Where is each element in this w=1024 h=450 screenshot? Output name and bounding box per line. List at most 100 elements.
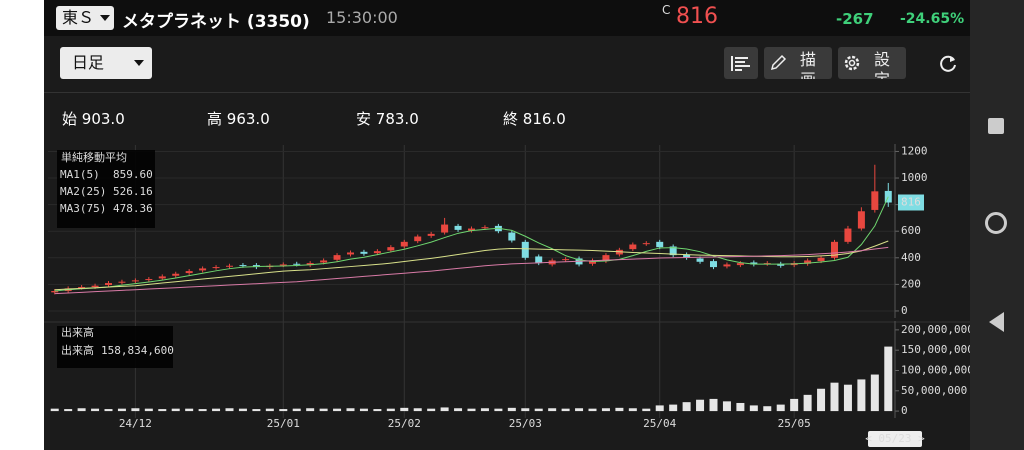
candle-body xyxy=(777,263,785,266)
volume-bar xyxy=(521,408,530,412)
candle-body xyxy=(642,243,650,245)
period: 日足 xyxy=(72,53,105,72)
dropdown-arrow xyxy=(100,15,110,21)
ma-line xyxy=(54,196,889,292)
volume-bar xyxy=(642,408,651,412)
ohlc-value: 816.0 xyxy=(522,110,566,128)
indicator-icon xyxy=(731,56,750,71)
volume-bar xyxy=(64,409,73,412)
recent-apps-button[interactable] xyxy=(988,118,1004,134)
y-tick-label: 200,000,000 xyxy=(901,323,970,336)
candle-body xyxy=(468,228,475,231)
candle-body xyxy=(145,279,153,281)
candle-body xyxy=(293,263,301,265)
ma-line xyxy=(54,240,889,291)
volume-bar xyxy=(803,394,812,412)
volume-bar xyxy=(790,398,799,412)
legend-title: 単純移動平均 xyxy=(61,150,127,164)
volume-bar xyxy=(158,409,167,412)
y-tick-label: 1000 xyxy=(901,171,928,184)
volume-bar xyxy=(655,405,664,412)
x-tick-label: 25/02 xyxy=(388,417,421,430)
volume-bar xyxy=(238,408,247,412)
candle-body xyxy=(710,261,717,268)
y-tick-label: 600 xyxy=(901,224,921,237)
volume-bar xyxy=(628,408,637,412)
market: 東Ｓ xyxy=(62,8,95,27)
candle-body xyxy=(696,258,704,262)
x-tick-label: 25/03 xyxy=(509,417,542,430)
cursor-label: < 05/23 > xyxy=(865,432,925,445)
back-button[interactable] xyxy=(989,312,1004,332)
volume-bar xyxy=(709,398,718,412)
time: 15:30:00 xyxy=(326,8,398,27)
legend-title: 出来高 xyxy=(61,325,94,339)
legend-box xyxy=(57,150,155,228)
header-bar xyxy=(44,0,970,36)
candle-body xyxy=(360,251,368,254)
change-pct: -24.65% xyxy=(900,11,965,27)
volume-bar xyxy=(144,408,153,412)
candle-body xyxy=(226,265,233,267)
candle-body xyxy=(441,224,449,233)
indicator-button[interactable] xyxy=(724,47,758,79)
legend-name: 出来高 xyxy=(61,343,94,357)
candle-body xyxy=(723,264,731,267)
volume-bar xyxy=(561,408,570,412)
legend-value: 478.36 xyxy=(113,202,153,215)
ohlc-value: 783.0 xyxy=(375,110,419,128)
volume-bar xyxy=(279,409,288,412)
volume-bar xyxy=(346,408,355,412)
ohlc-low: 安 783.0 xyxy=(356,108,419,129)
legend-value: 526.16 xyxy=(113,185,153,198)
volume-bar xyxy=(736,402,745,412)
volume-bar xyxy=(763,406,772,412)
change: -267 xyxy=(836,10,874,28)
candle-body xyxy=(347,252,354,255)
volume-bar xyxy=(722,401,731,412)
ohlc-label: 終 xyxy=(503,110,519,128)
volume-bar xyxy=(333,408,342,412)
candle-body xyxy=(414,236,422,242)
candle-body xyxy=(481,227,489,229)
x-tick-label: 25/01 xyxy=(267,417,300,430)
volume-bar xyxy=(359,408,368,412)
volume-bar xyxy=(198,409,207,412)
volume-bar xyxy=(131,408,140,412)
candle-body xyxy=(306,263,314,266)
chart: 24/12 25/01 25/02 25/03 25/04 25/05 0 200 400 600… xyxy=(44,144,970,447)
period-select[interactable]: 日足 xyxy=(60,47,152,79)
volume-bar xyxy=(696,399,705,412)
volume-bar xyxy=(413,408,422,412)
legend-name: MA2(25) xyxy=(60,185,106,198)
volume-bar xyxy=(306,408,315,412)
draw-label: 描画 xyxy=(800,50,817,79)
candle-body xyxy=(212,267,220,269)
ohlc-high: 高 963.0 xyxy=(207,108,270,129)
settings-button[interactable]: 設定 xyxy=(838,47,906,79)
candle-body xyxy=(279,264,287,266)
gear-icon xyxy=(844,55,860,71)
draw-button[interactable]: 描画 xyxy=(764,47,832,79)
y-tick-label: 150,000,000 xyxy=(901,343,970,356)
volume-bar xyxy=(480,408,489,412)
candle-body xyxy=(400,241,408,247)
ohlc-value: 963.0 xyxy=(226,110,270,128)
candle-body xyxy=(804,260,812,264)
candle-body xyxy=(185,271,193,274)
price-tag-label: 816 xyxy=(901,195,921,208)
volume-bar xyxy=(225,408,234,412)
ohlc-label: 安 xyxy=(356,110,372,128)
volume-bar xyxy=(440,407,449,412)
volume-bar xyxy=(104,409,113,412)
volume-bar xyxy=(884,346,893,412)
volume-bar xyxy=(776,404,785,412)
candle-body xyxy=(373,251,381,254)
ohlc-label: 始 xyxy=(62,110,78,128)
candle-body xyxy=(629,244,637,250)
market-select[interactable]: 東Ｓ xyxy=(56,6,114,30)
home-button[interactable] xyxy=(985,212,1007,234)
refresh-button[interactable] xyxy=(936,52,960,76)
candle-body xyxy=(105,283,112,286)
